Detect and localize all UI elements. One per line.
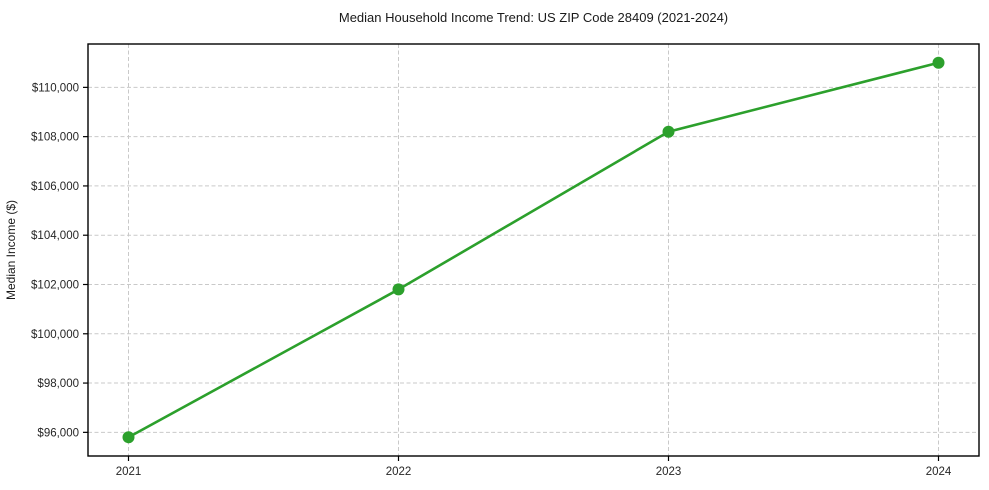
chart-title: Median Household Income Trend: US ZIP Co…	[338, 10, 729, 25]
data-point-2022	[392, 283, 405, 296]
y-tick-label: $104,000	[31, 230, 79, 242]
y-tick-label: $110,000	[32, 82, 79, 94]
x-tick-label: 2024	[926, 466, 952, 478]
y-tick-label: $100,000	[31, 329, 79, 341]
plot-border	[87, 43, 980, 457]
y-tick-label: $102,000	[31, 279, 79, 291]
x-tick-label: 2023	[656, 466, 682, 478]
y-tick-label: $106,000	[31, 181, 79, 193]
x-tick-label: 2022	[386, 466, 412, 478]
y-tick-label: $96,000	[37, 427, 79, 439]
trend-line	[127, 61, 940, 439]
data-point-2021	[122, 431, 135, 444]
y-tick-label: $98,000	[37, 378, 79, 390]
y-axis-label: Median Income ($)	[4, 199, 18, 301]
data-point-2023	[662, 125, 675, 138]
data-point-2024	[932, 56, 945, 69]
y-tick-label: $108,000	[31, 132, 79, 144]
x-tick-label: 2021	[116, 466, 142, 478]
